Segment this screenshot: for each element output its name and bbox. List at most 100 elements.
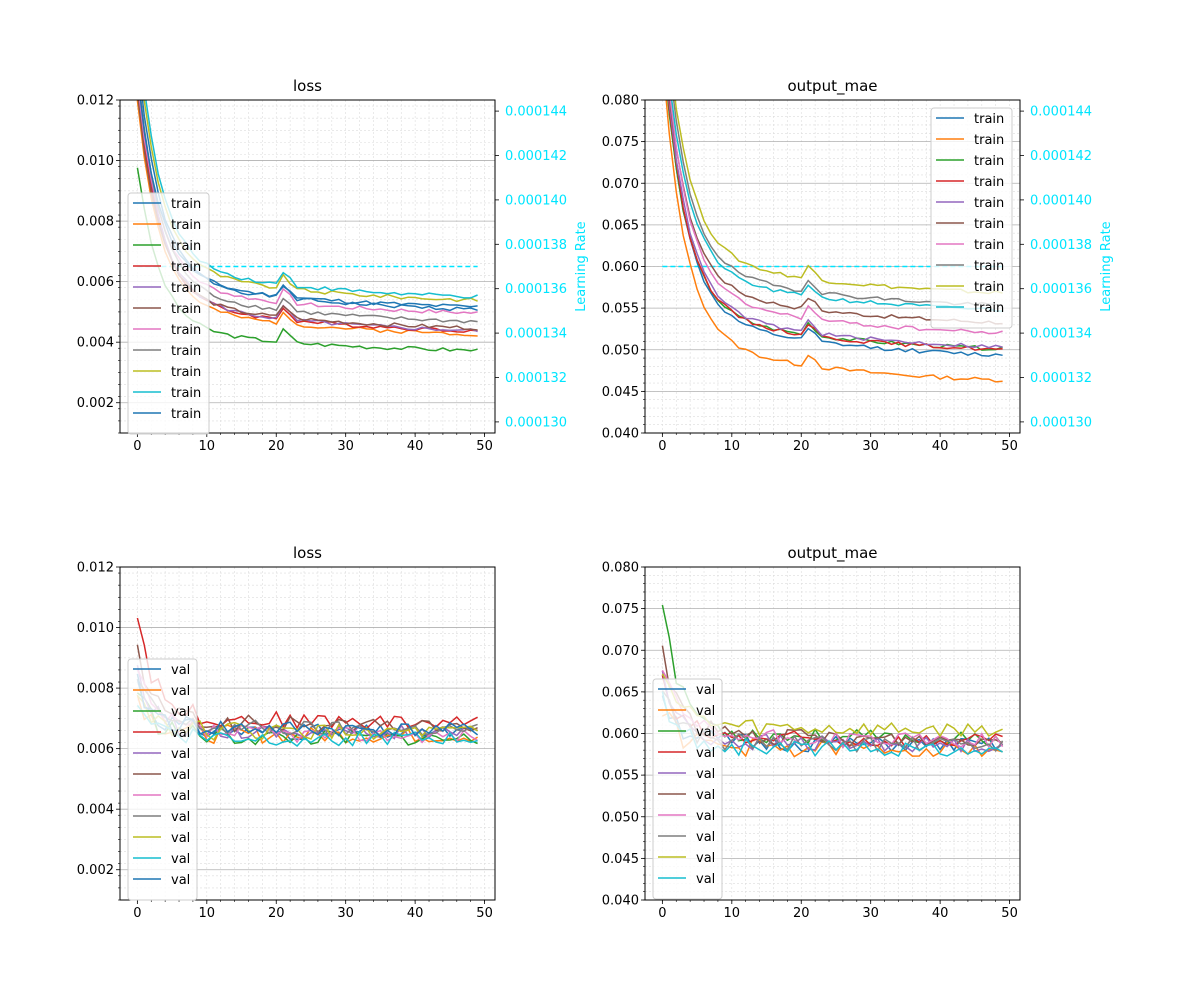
y-tick-label: 0.055 bbox=[602, 769, 639, 784]
legend-label: train bbox=[171, 407, 201, 422]
legend-label: val bbox=[171, 831, 190, 846]
legend-label: val bbox=[171, 726, 190, 741]
lr-tick-label: 0.000132 bbox=[1030, 371, 1092, 386]
lr-tick-label: 0.000140 bbox=[505, 193, 567, 208]
y-tick-label: 0.040 bbox=[602, 427, 639, 442]
x-tick-label: 20 bbox=[268, 439, 285, 454]
legend-label: train bbox=[974, 217, 1004, 232]
legend: train train train train train train train train… bbox=[127, 192, 210, 435]
y-tick-label: 0.010 bbox=[77, 154, 114, 169]
lr-tick-label: 0.000136 bbox=[1030, 282, 1092, 297]
legend-label: train bbox=[171, 302, 201, 317]
x-tick-label: 20 bbox=[268, 906, 285, 921]
y-tick-label: 0.075 bbox=[602, 135, 639, 150]
legend-label: val bbox=[171, 663, 190, 678]
series-line-4 bbox=[667, 100, 1003, 351]
lr-tick-label: 0.000130 bbox=[505, 415, 567, 430]
legend-label: train bbox=[171, 365, 201, 380]
lr-tick-label: 0.000134 bbox=[505, 327, 567, 342]
y-tick-label: 0.080 bbox=[602, 561, 639, 576]
x-tick-label: 40 bbox=[407, 439, 424, 454]
y-tick-label: 0.080 bbox=[602, 94, 639, 109]
legend-label: train bbox=[974, 154, 1004, 169]
lr-tick-label: 0.000142 bbox=[505, 149, 567, 164]
legend-label: val bbox=[696, 746, 715, 761]
legend-label: val bbox=[696, 704, 715, 719]
y-tick-label: 0.070 bbox=[602, 644, 639, 659]
legend-frame bbox=[652, 678, 723, 900]
legend-label: val bbox=[696, 725, 715, 740]
x-tick-label: 50 bbox=[1001, 439, 1018, 454]
legend-label: train bbox=[171, 281, 201, 296]
legend-label: train bbox=[171, 197, 201, 212]
chart-panel-3: 0 10 20 30 40 50 0.002 0.004 0.006 0.008 0.010 0.01… bbox=[77, 544, 496, 921]
legend-label: val bbox=[696, 851, 715, 866]
y-tick-label: 0.045 bbox=[602, 852, 639, 867]
chart-title: loss bbox=[293, 544, 322, 562]
x-tick-label: 40 bbox=[932, 906, 949, 921]
lr-tick-label: 0.000138 bbox=[505, 238, 567, 253]
legend-label: train bbox=[974, 196, 1004, 211]
series-line-2 bbox=[665, 100, 1003, 383]
legend: val val val val val val val val val val val bbox=[127, 658, 198, 901]
legend-label: train bbox=[171, 239, 201, 254]
legend-label: train bbox=[974, 238, 1004, 253]
series-line-7 bbox=[669, 100, 1003, 335]
legend-label: val bbox=[696, 830, 715, 845]
y-tick-label: 0.008 bbox=[77, 215, 114, 230]
chart-panel-4: 0 10 20 30 40 50 0.040 0.045 0.050 0.055 0.060 0.06… bbox=[602, 544, 1021, 921]
legend-label: train bbox=[171, 260, 201, 275]
legend-label: train bbox=[171, 218, 201, 233]
legend-label: val bbox=[171, 768, 190, 783]
chart-title: loss bbox=[293, 77, 322, 95]
legend-label: train bbox=[171, 323, 201, 338]
legend: train train train train train train train train… bbox=[930, 107, 1013, 329]
legend-label: train bbox=[974, 133, 1004, 148]
y-tick-label: 0.006 bbox=[77, 742, 114, 757]
lr-tick-label: 0.000142 bbox=[1030, 149, 1092, 164]
lr-tick-label: 0.000144 bbox=[1030, 105, 1092, 120]
y-tick-label: 0.040 bbox=[602, 894, 639, 909]
y-tick-label: 0.012 bbox=[77, 94, 114, 109]
lr-tick-label: 0.000136 bbox=[505, 282, 567, 297]
legend-label: val bbox=[696, 767, 715, 782]
y-tick-label: 0.065 bbox=[602, 685, 639, 700]
lr-tick-label: 0.000140 bbox=[1030, 193, 1092, 208]
y-tick-label: 0.050 bbox=[602, 343, 639, 358]
lr-tick-label: 0.000132 bbox=[505, 371, 567, 386]
y-tick-label: 0.060 bbox=[602, 260, 639, 275]
series-line-1 bbox=[667, 100, 1003, 357]
legend-label: train bbox=[171, 386, 201, 401]
legend-label: val bbox=[696, 788, 715, 803]
y-tick-label: 0.065 bbox=[602, 218, 639, 233]
x-tick-label: 0 bbox=[133, 439, 141, 454]
legend-label: train bbox=[171, 344, 201, 359]
legend-label: val bbox=[171, 705, 190, 720]
y-tick-label: 0.002 bbox=[77, 396, 114, 411]
y-tick-label: 0.060 bbox=[602, 727, 639, 742]
legend-label: train bbox=[974, 301, 1004, 316]
x-tick-label: 30 bbox=[862, 439, 879, 454]
x-tick-label: 0 bbox=[658, 906, 666, 921]
lr-tick-label: 0.000138 bbox=[1030, 238, 1092, 253]
x-tick-label: 30 bbox=[337, 906, 354, 921]
legend-label: train bbox=[974, 280, 1004, 295]
lr-axis-label: Learning Rate bbox=[574, 221, 589, 311]
chart-title: output_mae bbox=[787, 77, 877, 96]
y-tick-label: 0.006 bbox=[77, 275, 114, 290]
lr-axis-label: Learning Rate bbox=[1099, 221, 1114, 311]
lr-tick-label: 0.000134 bbox=[1030, 327, 1092, 342]
legend: val val val val val val val val val val bbox=[652, 678, 723, 900]
series-group bbox=[665, 100, 1003, 383]
legend-label: train bbox=[974, 175, 1004, 190]
plot-frame bbox=[119, 99, 496, 434]
chart-title: output_mae bbox=[787, 544, 877, 563]
x-tick-label: 0 bbox=[658, 439, 666, 454]
legend-label: val bbox=[171, 873, 190, 888]
x-tick-label: 10 bbox=[724, 439, 741, 454]
y-tick-label: 0.055 bbox=[602, 302, 639, 317]
x-tick-label: 50 bbox=[1001, 906, 1018, 921]
series-line-5 bbox=[668, 100, 1003, 349]
legend-label: train bbox=[974, 259, 1004, 274]
